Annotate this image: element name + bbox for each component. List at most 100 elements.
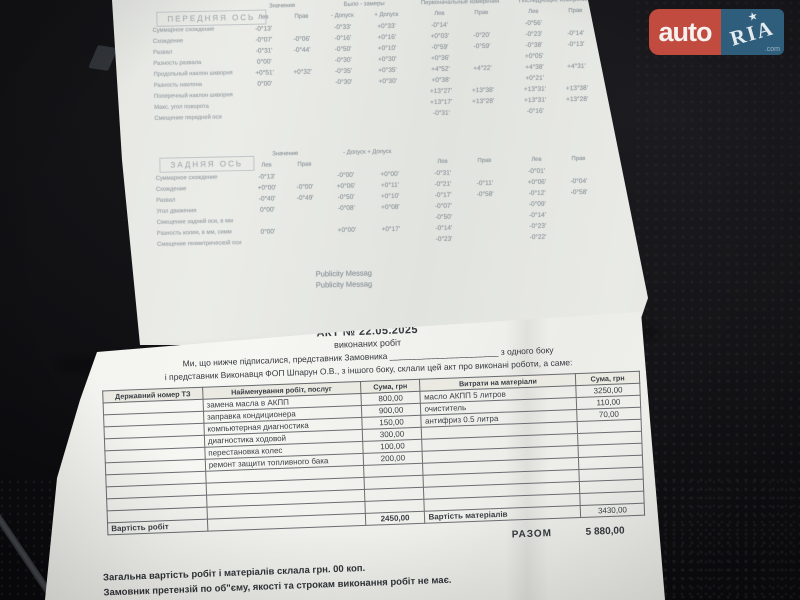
align-cell: -0°58' bbox=[570, 188, 588, 197]
align-cell: 0°00' bbox=[260, 228, 276, 236]
align-cell: 0°00' bbox=[260, 206, 275, 214]
align-cell: Прав bbox=[294, 13, 309, 20]
front-axle-grid: Значение Было - замеры Первоначальные изме… bbox=[148, 0, 648, 125]
act-works-table: Державний номер ТЗ Найменування робіт, по… bbox=[102, 370, 646, 536]
align-cell bbox=[286, 170, 324, 182]
align-cell bbox=[249, 215, 287, 227]
align-cell: +0°21' bbox=[525, 74, 545, 83]
rear-axle-grid: Значение - Допуск + Допуск Лев Прав Лев Прав Л… bbox=[151, 141, 648, 250]
align-cell bbox=[464, 200, 506, 212]
align-cell bbox=[246, 111, 284, 123]
align-cell: 0°00' bbox=[256, 58, 272, 66]
align-cell: Смещение геометрической оси bbox=[157, 240, 242, 248]
align-cell: -0°04' bbox=[570, 177, 588, 186]
align-cell bbox=[558, 198, 600, 210]
align-cell bbox=[284, 110, 322, 122]
align-cell bbox=[555, 50, 597, 62]
paper-corner-mark bbox=[104, 333, 115, 349]
align-cell: -0°40' bbox=[258, 195, 276, 203]
align-cell: -0°23' bbox=[529, 222, 547, 231]
align-cell: -0°49' bbox=[296, 194, 314, 202]
align-cell bbox=[287, 214, 325, 226]
align-cell bbox=[465, 222, 507, 234]
total-label: РАЗОМ bbox=[511, 528, 553, 541]
align-cell bbox=[284, 99, 322, 111]
align-cell bbox=[465, 233, 507, 245]
align-cell: -0°38' bbox=[525, 41, 543, 50]
align-cell: +13°38' bbox=[565, 84, 589, 93]
align-cell: -0°23' bbox=[525, 30, 543, 39]
align-cell: +0°51' bbox=[255, 69, 274, 77]
align-cell: +13°27' bbox=[429, 87, 453, 96]
align-cell: +13°28' bbox=[566, 95, 589, 104]
align-cell bbox=[556, 105, 598, 117]
align-cell: -0°16' bbox=[526, 107, 544, 116]
align-cell: -0°13' bbox=[567, 40, 585, 49]
align-cell bbox=[461, 52, 503, 64]
align-cell bbox=[462, 107, 504, 119]
align-cell: +0°06' bbox=[527, 178, 547, 187]
align-cell: -0°58' bbox=[476, 190, 494, 199]
leather-seat-texture-right bbox=[635, 0, 800, 600]
align-cell bbox=[369, 235, 413, 247]
align-cell: Лев bbox=[531, 156, 542, 164]
ria-com-text: .com bbox=[764, 46, 780, 53]
align-cell bbox=[283, 22, 321, 34]
ria-logo-blue-box: ★ RIA .com bbox=[721, 9, 784, 55]
align-cell: -0°22' bbox=[529, 233, 547, 242]
align-cell: -0°09' bbox=[528, 200, 546, 209]
align-cell bbox=[558, 165, 600, 177]
align-cell: +4°52' bbox=[431, 65, 450, 74]
align-cell bbox=[559, 231, 601, 243]
align-cell bbox=[246, 89, 284, 101]
align-cell: +13°17' bbox=[430, 98, 453, 107]
align-cell bbox=[325, 235, 369, 247]
align-cell: +0°00' bbox=[257, 184, 277, 192]
align-cell: +0°03' bbox=[430, 32, 450, 41]
align-cell bbox=[366, 109, 410, 121]
align-cell: 0°00' bbox=[257, 80, 273, 88]
align-cell bbox=[554, 17, 596, 29]
align-cell bbox=[286, 203, 324, 215]
align-cell bbox=[284, 88, 322, 100]
align-cell: Прав bbox=[571, 155, 586, 163]
align-cell: -0°59' bbox=[431, 43, 449, 52]
service-act-content: АКТ № 22.05.2025 виконаних робіт Ми, що … bbox=[86, 312, 657, 599]
align-cell: +13°31' bbox=[523, 85, 547, 94]
align-cell: -0°31' bbox=[432, 109, 450, 118]
align-cell: -0°07' bbox=[255, 36, 273, 44]
align-cell: +4°38' bbox=[525, 63, 544, 72]
align-cell: -0°56' bbox=[525, 19, 543, 28]
align-cell: Прав bbox=[568, 7, 583, 15]
align-cell bbox=[556, 72, 598, 84]
act-footer-cell: 2450,00 bbox=[364, 511, 426, 526]
align-cell: -0°31' bbox=[255, 47, 273, 55]
align-cell: Лев bbox=[261, 162, 272, 169]
act-footer-cell: Вартість робіт bbox=[107, 519, 208, 535]
align-cell: -0°14' bbox=[431, 21, 449, 30]
align-cell: +0°05' bbox=[524, 52, 544, 61]
align-cell: Смещение передней оси bbox=[154, 114, 222, 122]
align-cell: -0°21' bbox=[434, 180, 452, 189]
align-cell bbox=[460, 19, 502, 31]
align-cell bbox=[249, 237, 287, 249]
align-cell: -0°23' bbox=[435, 235, 453, 244]
align-cell: +13°31' bbox=[524, 96, 547, 105]
align-cell: -0°07' bbox=[434, 202, 452, 211]
seat-reflection bbox=[88, 45, 118, 71]
align-cell: Прав bbox=[474, 9, 489, 17]
align-cell bbox=[283, 55, 321, 67]
align-cell: -0°13' bbox=[258, 173, 276, 181]
align-cell bbox=[287, 225, 325, 237]
align-cell: -0°13' bbox=[255, 25, 273, 33]
align-cell: -0°14' bbox=[435, 224, 453, 233]
align-cell: -0°31' bbox=[434, 169, 452, 178]
align-cell: +4°31' bbox=[567, 62, 586, 71]
align-cell: +0°36' bbox=[430, 54, 450, 63]
align-cell: +13°38' bbox=[471, 86, 495, 95]
align-cell: -0°17' bbox=[434, 191, 452, 200]
align-cell bbox=[284, 77, 322, 89]
align-cell: +13°28' bbox=[472, 97, 495, 106]
align-cell: -0°01' bbox=[528, 167, 546, 176]
